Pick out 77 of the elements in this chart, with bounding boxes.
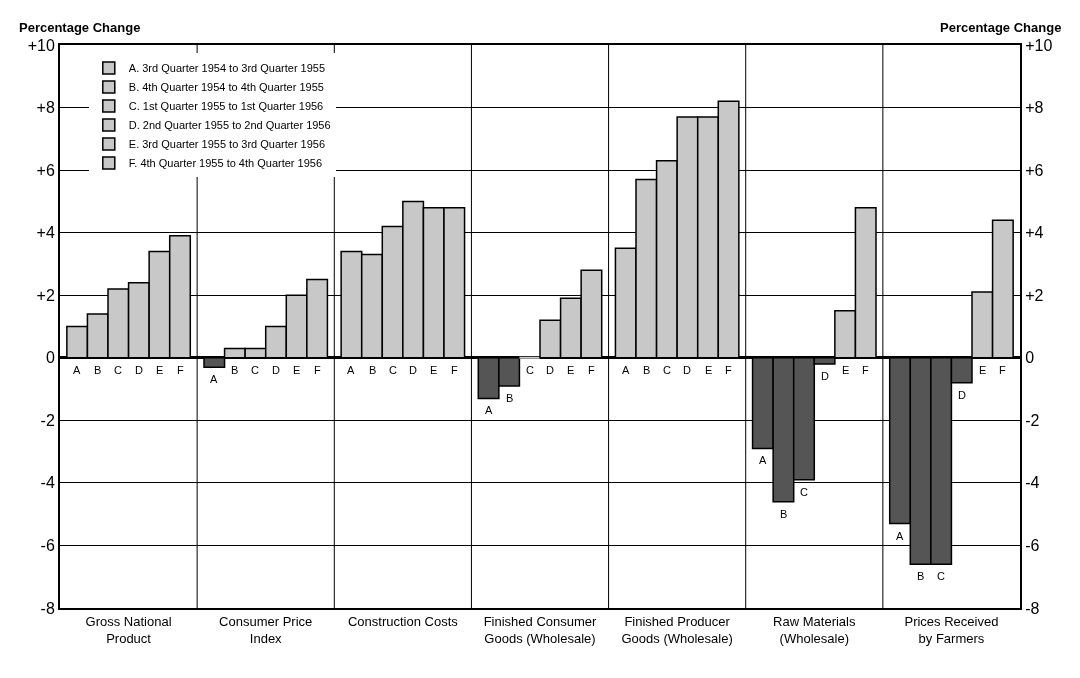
- legend-label: F. 4th Quarter 1955 to 4th Quarter 1956: [128, 157, 323, 170]
- y-tick-label: +8: [36, 99, 55, 117]
- y-tick-label: -2: [40, 411, 55, 429]
- legend-label: D. 2nd Quarter 1955 to 2nd Quarter 1956: [128, 119, 331, 132]
- data-label: C: [800, 486, 808, 498]
- data-label: B: [643, 364, 651, 376]
- data-label: A: [759, 454, 767, 466]
- data-label: C: [389, 364, 397, 376]
- x-tick-label: Construction Costs: [347, 613, 459, 629]
- data-label: E: [293, 364, 301, 376]
- data-label: D: [409, 364, 417, 376]
- y-tick-label: -8: [40, 599, 55, 617]
- x-tick-label: Consumer Price Index: [219, 613, 313, 646]
- data-label: F: [451, 364, 458, 376]
- y2-tick-label: +10: [1025, 36, 1053, 54]
- y-tick-label: +6: [36, 161, 55, 179]
- data-label: C: [251, 364, 259, 376]
- data-label: E: [842, 364, 850, 376]
- data-label: A: [485, 404, 493, 416]
- data-label: B: [369, 364, 377, 376]
- y2-tick-label: -2: [1025, 411, 1040, 429]
- data-label: E: [430, 364, 438, 376]
- data-label: A: [896, 530, 904, 542]
- y2-tick-label: -4: [1025, 474, 1040, 492]
- data-label: B: [506, 392, 514, 404]
- data-label: F: [314, 364, 321, 376]
- data-label: D: [821, 370, 829, 382]
- data-label: F: [177, 364, 184, 376]
- legend-label: E. 3rd Quarter 1955 to 3rd Quarter 1956: [128, 138, 326, 151]
- data-label: B: [231, 364, 239, 376]
- data-label: F: [588, 364, 595, 376]
- data-label: A: [73, 364, 81, 376]
- data-label: B: [94, 364, 102, 376]
- data-label: E: [156, 364, 164, 376]
- data-label: C: [114, 364, 122, 376]
- x-tick-label: Raw Materials (Wholesale): [773, 613, 856, 646]
- legend-label: C. 1st Quarter 1955 to 1st Quarter 1956: [128, 100, 324, 113]
- y2-tick-label: -8: [1025, 599, 1040, 617]
- y-tick-label: +10: [27, 36, 55, 54]
- y-tick-label: -4: [40, 474, 55, 492]
- y2-tick-label: +8: [1025, 99, 1044, 117]
- data-label: E: [705, 364, 713, 376]
- data-label: A: [210, 373, 218, 385]
- x-tick-label: Gross National Product: [85, 613, 172, 646]
- y-tick-label: 0: [45, 349, 55, 367]
- y2-tick-label: 0: [1025, 349, 1035, 367]
- data-label: C: [663, 364, 671, 376]
- x-tick-label: Finished Producer Goods (Wholesale): [621, 613, 733, 646]
- data-label: D: [272, 364, 280, 376]
- x-tick-label: Prices Received by Farmers: [904, 613, 999, 646]
- legend-label: A. 3rd Quarter 1954 to 3rd Quarter 1955: [128, 62, 326, 75]
- data-label: B: [780, 508, 788, 520]
- data-label: A: [347, 364, 355, 376]
- data-label: C: [526, 364, 534, 376]
- data-label: A: [622, 364, 630, 376]
- data-label: B: [917, 570, 925, 582]
- data-label: E: [979, 364, 987, 376]
- data-label: F: [862, 364, 869, 376]
- data-label: F: [725, 364, 732, 376]
- data-label: D: [135, 364, 143, 376]
- y2-tick-label: +2: [1025, 286, 1044, 304]
- legend-label: B. 4th Quarter 1954 to 4th Quarter 1955: [128, 81, 324, 94]
- y-tick-label: +2: [36, 286, 55, 304]
- y2-axis-title: Percentage Change: [940, 20, 1062, 35]
- x-tick-label: Finished Consumer Goods (Wholesale): [483, 613, 598, 646]
- data-label: E: [567, 364, 575, 376]
- data-label: C: [937, 570, 945, 582]
- data-label: D: [958, 389, 966, 401]
- data-label: D: [683, 364, 691, 376]
- y2-tick-label: +4: [1025, 224, 1044, 242]
- data-label: D: [546, 364, 554, 376]
- y-tick-label: +4: [36, 224, 55, 242]
- y-axis-title: Percentage Change: [19, 20, 141, 35]
- data-label: F: [999, 364, 1006, 376]
- y-tick-label: -6: [40, 537, 55, 555]
- y2-tick-label: +6: [1025, 161, 1044, 179]
- y2-tick-label: -6: [1025, 537, 1040, 555]
